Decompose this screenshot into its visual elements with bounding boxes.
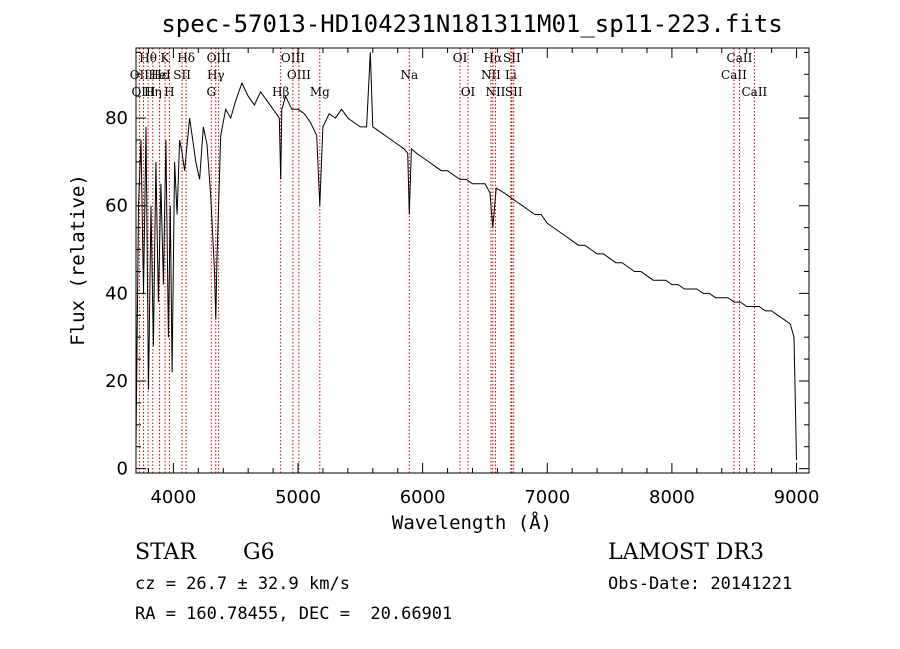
x-tick-label: 8000 <box>649 487 695 508</box>
spectral-line-label: Na <box>400 68 418 82</box>
spectral-line-label: Hθ <box>139 51 157 65</box>
obs-date: Obs-Date: 20141221 <box>608 574 793 594</box>
spectral-line-label: Hδ <box>177 51 195 65</box>
spectral-line-label: K <box>161 51 171 65</box>
x-axis-label: Wavelength (Å) <box>392 511 552 534</box>
spectral-line-label: CaII <box>727 51 753 65</box>
y-tick-label: 0 <box>117 459 128 480</box>
y-axis: 0 20 40 60 80 <box>105 51 809 480</box>
spectral-line-label: OIII <box>281 51 305 65</box>
x-tick-label: 6000 <box>400 487 446 508</box>
y-tick-label: 40 <box>105 283 128 304</box>
x-tick-label: 7000 <box>524 487 570 508</box>
spectral-line-label: Hγ <box>207 68 225 82</box>
spectral-line-label: CaII <box>741 85 767 99</box>
object-class: STAR <box>135 540 196 565</box>
spectral-line-label: OII <box>130 68 150 82</box>
flux-series-line <box>135 52 797 460</box>
spectral-line-label: Hε <box>151 68 168 82</box>
flux-series-group <box>135 52 797 460</box>
x-axis: 4000 5000 6000 7000 8000 9000 <box>147 48 820 508</box>
spectral-line-label: HeI <box>148 68 171 82</box>
plot-frame <box>135 47 810 474</box>
x-tick-label: 5000 <box>275 487 321 508</box>
spectral-line-label: G <box>206 85 216 99</box>
spectral-line-label: OIII <box>131 85 155 99</box>
coordinates: RA = 160.78455, DEC = 20.66901 <box>135 604 453 624</box>
y-tick-label: 80 <box>105 108 128 129</box>
spectral-line-label: Hβ <box>272 85 289 99</box>
spectral-line-label: Li <box>505 68 517 82</box>
spectral-line-label: OI <box>453 51 468 65</box>
spectral-line-label: Mg <box>310 85 330 99</box>
spectral-line-label: OI <box>461 85 476 99</box>
spectral-line-label: Hη <box>144 85 162 99</box>
y-axis-label: Flux (relative) <box>67 174 89 346</box>
spectral-line-label: OIII <box>207 51 231 65</box>
spectral-line-label: OIII <box>287 68 311 82</box>
survey-name: LAMOST DR3 <box>608 540 764 565</box>
spectral-line-label: NII <box>485 85 505 99</box>
spectral-line-label: NII <box>481 68 501 82</box>
y-tick-label: 60 <box>105 196 128 217</box>
object-subclass: G6 <box>243 540 275 565</box>
x-tick-label: 4000 <box>150 487 196 508</box>
spectral-line-label: SII <box>173 68 191 82</box>
spectral-line-label: CaII <box>721 68 747 82</box>
spectral-lines-group <box>138 48 755 473</box>
x-tick-label: 9000 <box>774 487 820 508</box>
spectral-line-label: SII <box>505 85 523 99</box>
spectral-line-label: SII <box>503 51 521 65</box>
spectral-line-label: H <box>164 85 174 99</box>
spectral-labels-group: Hθ OII OIII Hε Hη K HeI H SII Hδ OIII Hγ G Hβ OIII OIII… <box>130 51 768 99</box>
redshift-text: cz = 26.7 ± 32.9 km/s <box>135 574 350 594</box>
y-tick-label: 20 <box>105 371 128 392</box>
spectral-line-label: Hα <box>484 51 503 65</box>
chart-title: spec-57013-HD104231N181311M01_sp11-223.f… <box>161 10 782 38</box>
